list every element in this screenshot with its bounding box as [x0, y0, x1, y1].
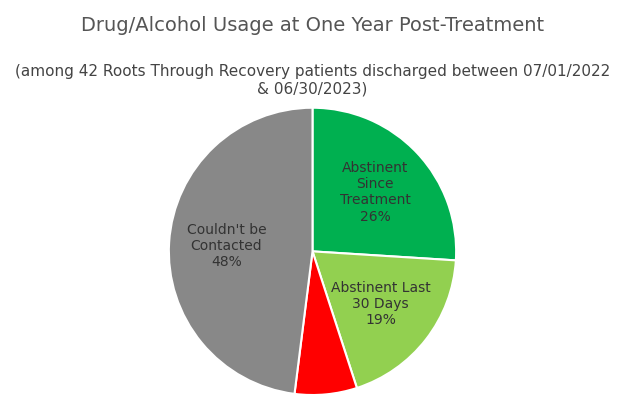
Wedge shape — [312, 251, 456, 388]
Wedge shape — [294, 251, 357, 395]
Text: Drug/Alcohol Usage at One Year Post-Treatment: Drug/Alcohol Usage at One Year Post-Trea… — [81, 16, 544, 35]
Text: (among 42 Roots Through Recovery patients discharged between 07/01/2022
& 06/30/: (among 42 Roots Through Recovery patient… — [15, 64, 610, 96]
Text: Couldn't be
Contacted
48%: Couldn't be Contacted 48% — [187, 223, 266, 269]
Wedge shape — [169, 108, 312, 394]
Text: Abstinent Last
30 Days
19%: Abstinent Last 30 Days 19% — [331, 281, 431, 328]
Wedge shape — [312, 108, 456, 261]
Text: Abstinent
Since
Treatment
26%: Abstinent Since Treatment 26% — [340, 161, 411, 224]
